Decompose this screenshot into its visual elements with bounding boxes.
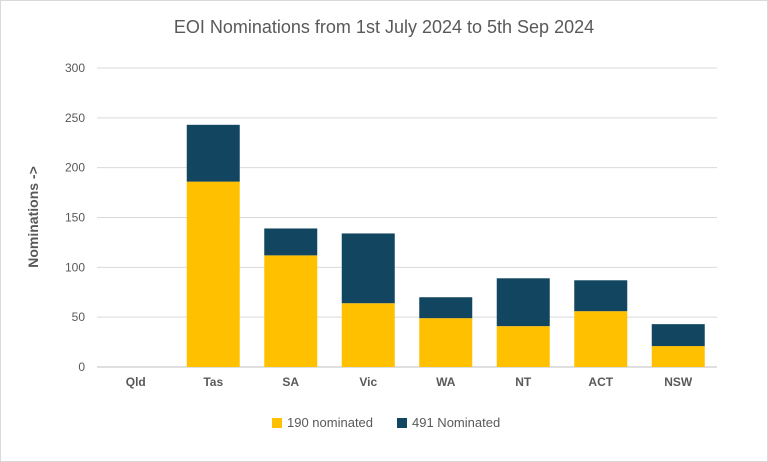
chart-title: EOI Nominations from 1st July 2024 to 5t…: [174, 17, 594, 37]
y-tick-label-300: 300: [65, 61, 85, 75]
bar-wa-series-1: [419, 297, 473, 319]
y-axis-label: Nominations ->: [25, 166, 41, 268]
legend-swatch-190-nominated: [272, 418, 282, 428]
x-tick-label-vic: Vic: [359, 375, 377, 389]
x-tick-label-nsw: NSW: [664, 375, 693, 389]
bar-vic-series-0: [341, 303, 395, 367]
x-tick-label-nt: NT: [515, 375, 532, 389]
bar-vic-series-1: [341, 233, 395, 304]
y-tick-label-0: 0: [78, 360, 85, 374]
bars: [186, 124, 705, 367]
bar-nsw-series-0: [651, 346, 705, 367]
bar-act-series-1: [574, 280, 628, 312]
y-tick-label-50: 50: [72, 310, 86, 324]
y-tick-label-100: 100: [65, 260, 85, 274]
x-tick-label-act: ACT: [588, 375, 613, 389]
y-tick-label-200: 200: [65, 161, 85, 175]
bar-tas-series-0: [186, 181, 240, 367]
x-axis-ticks: Qld Tas SA Vic WA NT ACT NSW: [126, 375, 693, 389]
y-tick-label-250: 250: [65, 111, 85, 125]
legend-label-190-nominated: 190 nominated: [287, 415, 373, 430]
bar-sa-series-0: [264, 255, 318, 367]
x-tick-label-sa: SA: [282, 375, 299, 389]
legend-swatch-491-nominated: [397, 418, 407, 428]
bar-tas-series-1: [186, 124, 240, 182]
x-tick-label-tas: Tas: [203, 375, 223, 389]
y-axis-ticks: 0 50 100 150 200 250 300: [65, 61, 85, 374]
bar-nsw-series-1: [651, 324, 705, 347]
bar-wa-series-0: [419, 318, 473, 367]
bar-act-series-0: [574, 311, 628, 367]
x-tick-label-qld: Qld: [126, 375, 146, 389]
x-tick-label-wa: WA: [436, 375, 456, 389]
bar-nt-series-0: [496, 326, 550, 367]
bar-sa-series-1: [264, 228, 318, 256]
bar-nt-series-1: [496, 278, 550, 327]
legend: 190 nominated 491 Nominated: [272, 415, 500, 430]
legend-label-491-nominated: 491 Nominated: [412, 415, 500, 430]
y-tick-label-150: 150: [65, 211, 85, 225]
